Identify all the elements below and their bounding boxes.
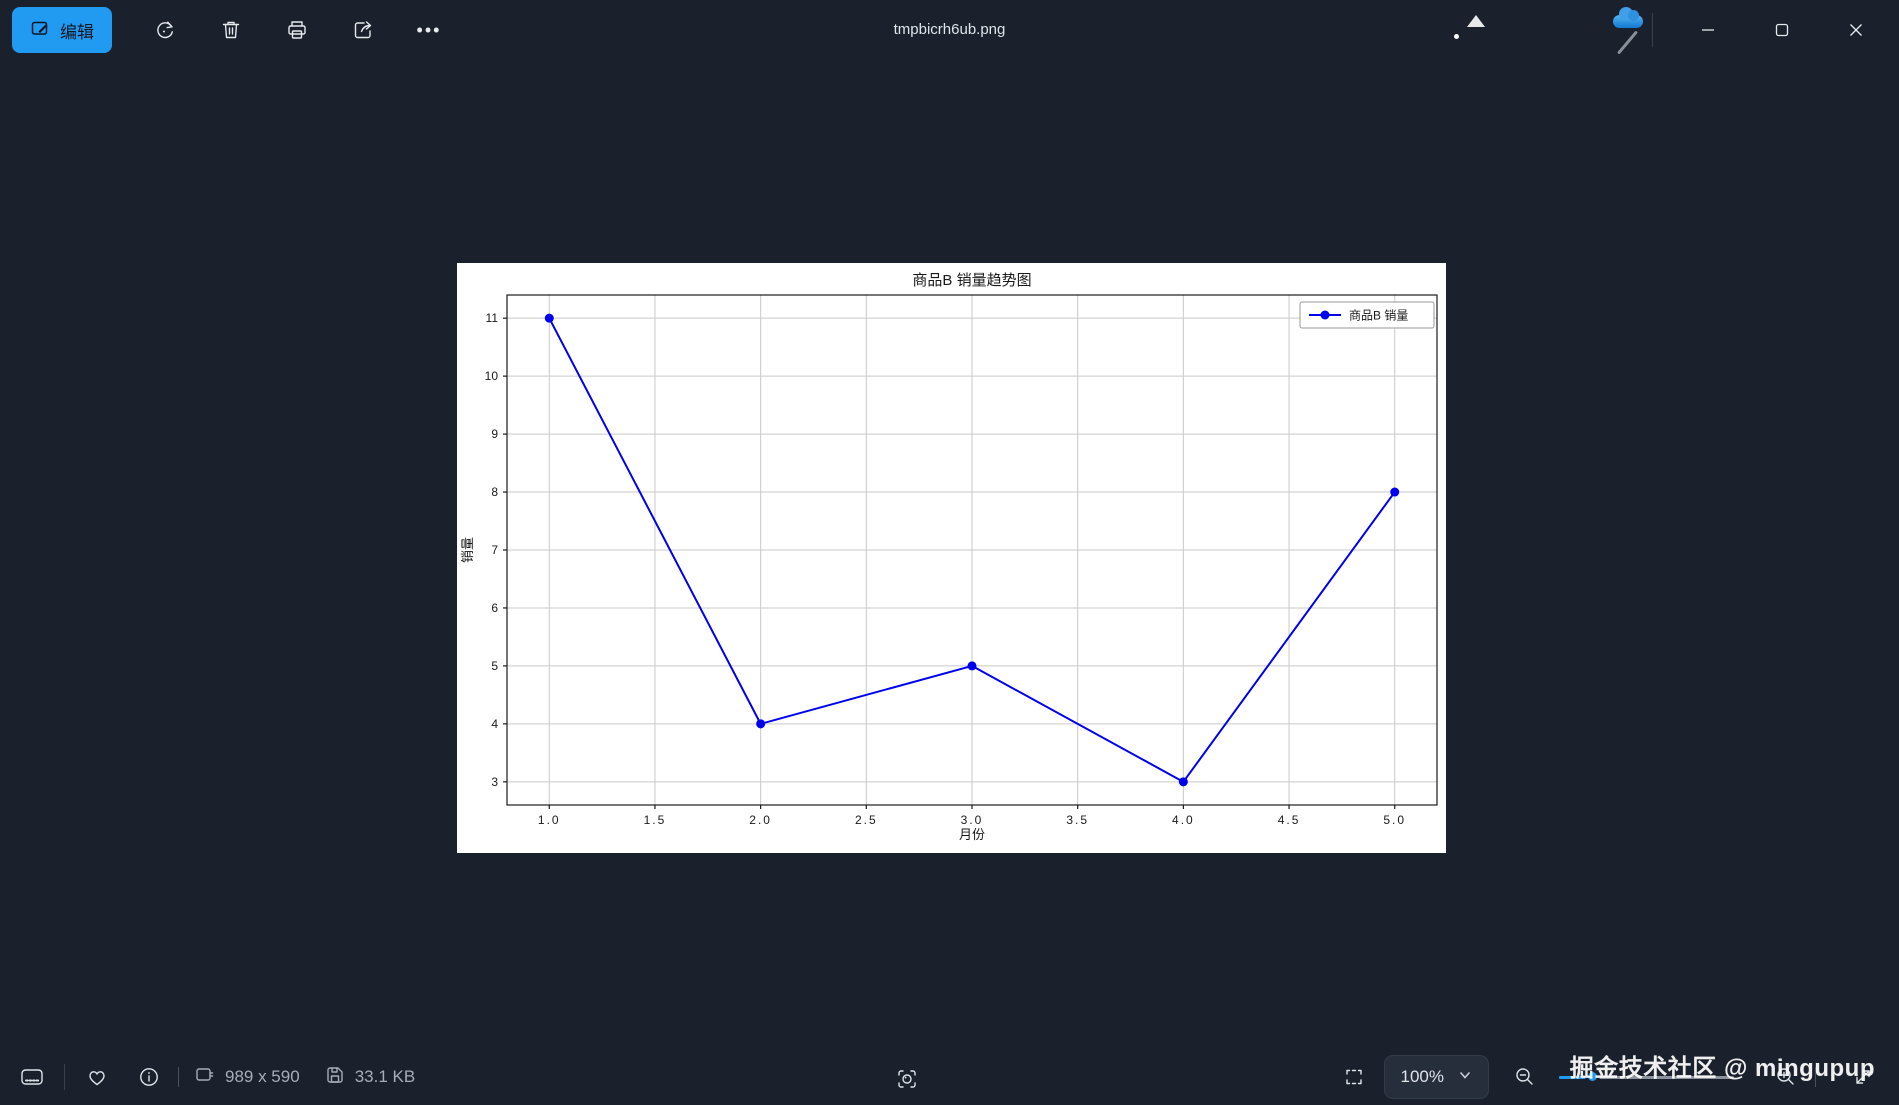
statusbar-separator (64, 1064, 65, 1090)
window-title: tmpbicrh6ub.png (893, 21, 1006, 38)
svg-text:1.0: 1.0 (538, 813, 561, 827)
titlebar-right (1450, 7, 1899, 55)
svg-text:3.5: 3.5 (1066, 813, 1089, 827)
maximize-icon[interactable] (1753, 7, 1811, 53)
status-bar: 989 x 590 33.1 KB (0, 1049, 1899, 1105)
svg-text:6: 6 (491, 601, 498, 615)
svg-text:2.0: 2.0 (749, 813, 772, 827)
svg-text:商品B 销量趋势图: 商品B 销量趋势图 (912, 272, 1031, 289)
edit-button[interactable]: 编辑 (12, 7, 112, 53)
toolbar: 编辑 (0, 7, 442, 53)
photo-image[interactable]: 1.0 1.5 2.0 2.5 3.0 3.5 4.0 4.5 5.0 3 4 5 6 7 8 9 10 11 商品… (457, 263, 1446, 853)
expand-icon[interactable] (1849, 1063, 1877, 1091)
svg-text:10: 10 (485, 369, 499, 383)
svg-text:4.0: 4.0 (1172, 813, 1195, 827)
statusbar-left: 989 x 590 33.1 KB (0, 1063, 415, 1091)
image-dimensions-value: 989 x 590 (225, 1067, 300, 1086)
zoom-level-dropdown[interactable]: 100% (1383, 1055, 1489, 1099)
minimize-icon[interactable] (1679, 7, 1737, 53)
svg-text:1.5: 1.5 (644, 813, 667, 827)
zoom-slider-track[interactable] (1559, 1076, 1734, 1079)
zoom-slider[interactable] (1559, 1063, 1734, 1091)
svg-text:4: 4 (491, 717, 498, 731)
svg-text:11: 11 (486, 311, 499, 325)
svg-text:销量: 销量 (460, 537, 475, 563)
print-icon[interactable] (284, 17, 310, 43)
zoom-out-icon[interactable] (1511, 1063, 1539, 1091)
zoom-in-icon[interactable] (1772, 1063, 1800, 1091)
file-size-value: 33.1 KB (354, 1067, 416, 1086)
rotate-icon[interactable] (152, 17, 178, 43)
onedrive-off-icon[interactable] (1598, 7, 1643, 55)
titlebar-divider (1652, 13, 1653, 47)
chevron-down-icon (1458, 1067, 1472, 1087)
dimensions-icon (194, 1064, 216, 1091)
svg-text:4.5: 4.5 (1278, 813, 1301, 827)
fit-screen-icon[interactable] (1340, 1063, 1368, 1091)
share-icon[interactable] (350, 17, 376, 43)
edit-button-label: 编辑 (60, 22, 94, 42)
svg-text:商品B 销量: 商品B 销量 (1349, 308, 1408, 323)
visual-search-icon[interactable] (893, 1065, 921, 1093)
close-icon[interactable] (1827, 7, 1885, 53)
filmstrip-icon[interactable] (18, 1063, 46, 1091)
zoom-slider-fill (1559, 1076, 1591, 1079)
favorite-icon[interactable] (83, 1063, 111, 1091)
statusbar-pipe (178, 1067, 179, 1087)
svg-text:3.0: 3.0 (961, 813, 984, 827)
svg-text:3: 3 (491, 775, 498, 789)
image-dimensions: 989 x 590 (194, 1064, 300, 1091)
info-icon[interactable] (135, 1063, 163, 1091)
statusbar-right: 100% (1340, 1055, 1899, 1099)
save-icon (324, 1064, 346, 1091)
svg-text:5: 5 (491, 659, 498, 673)
delete-icon[interactable] (218, 17, 244, 43)
zoom-slider-thumb[interactable] (1585, 1069, 1600, 1084)
clipchamp-app-icon[interactable] (1524, 17, 1551, 44)
svg-text:9: 9 (491, 427, 498, 441)
photos-app-icon[interactable] (1450, 15, 1485, 44)
edit-icon (30, 18, 50, 43)
svg-text:月份: 月份 (959, 827, 985, 842)
svg-text:5.0: 5.0 (1383, 813, 1406, 827)
statusbar-pipe-right (1815, 1067, 1816, 1087)
more-icon[interactable]: ••• (416, 17, 442, 43)
app-shortcut-icons (1450, 7, 1643, 55)
line-chart: 1.0 1.5 2.0 2.5 3.0 3.5 4.0 4.5 5.0 3 4 5 6 7 8 9 10 11 商品… (460, 272, 1438, 842)
title-bar: 编辑 (0, 0, 1899, 60)
svg-text:2.5: 2.5 (855, 813, 878, 827)
more-dots: ••• (416, 20, 442, 40)
file-size: 33.1 KB (324, 1064, 416, 1091)
svg-text:7: 7 (491, 543, 498, 557)
svg-text:8: 8 (491, 485, 498, 499)
zoom-level-value: 100% (1400, 1067, 1444, 1086)
